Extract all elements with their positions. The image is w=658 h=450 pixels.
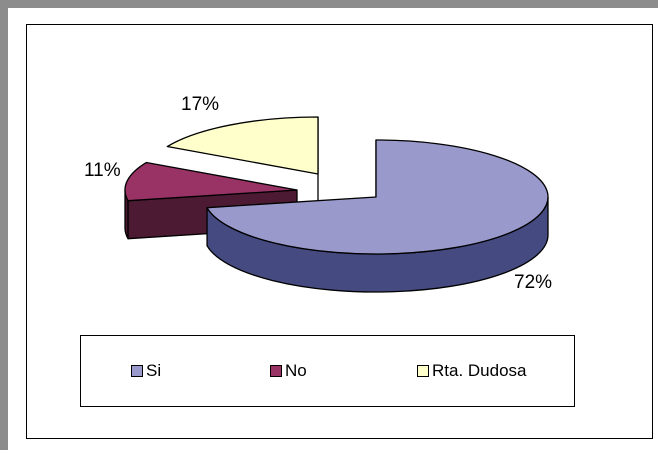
legend-label-rta-dudosa: Rta. Dudosa xyxy=(432,361,527,380)
window-frame-left xyxy=(0,0,8,450)
window-frame-top xyxy=(0,0,658,8)
legend-label-no: No xyxy=(285,361,307,380)
chart-legend: Si No Rta. Dudosa xyxy=(80,335,575,407)
legend-item-si: Si xyxy=(131,360,161,382)
data-label-rta-dudosa: 17% xyxy=(181,94,219,115)
legend-item-no: No xyxy=(270,360,307,382)
legend-swatch-rta-dudosa xyxy=(417,365,429,377)
data-label-si: 72% xyxy=(514,272,552,293)
legend-swatch-si xyxy=(131,365,143,377)
legend-item-rta-dudosa: Rta. Dudosa xyxy=(417,360,527,382)
pie-slice-rta-dudosa xyxy=(166,116,319,175)
pie-slice-no xyxy=(124,161,298,202)
legend-swatch-no xyxy=(270,365,282,377)
legend-label-si: Si xyxy=(146,361,162,380)
data-label-no: 11% xyxy=(84,160,121,181)
pie-slice-si xyxy=(206,139,549,255)
